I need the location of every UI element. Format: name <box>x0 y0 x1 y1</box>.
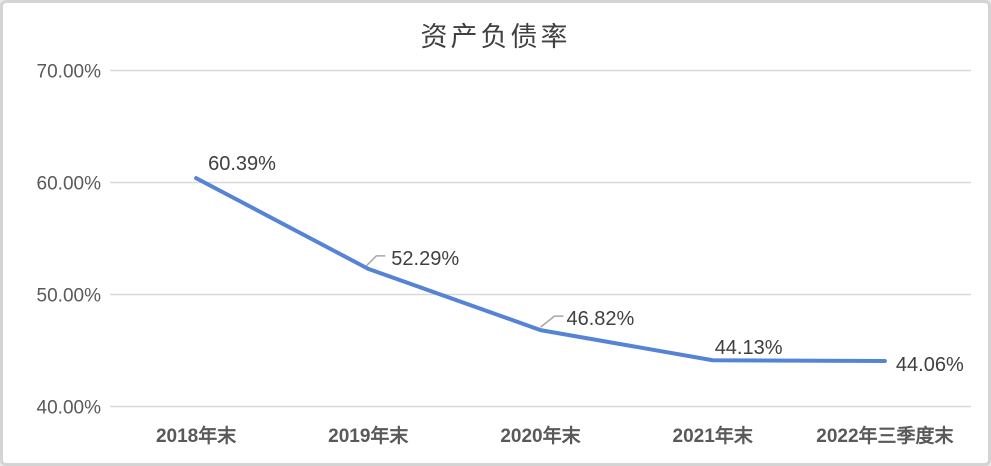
x-axis-tick-label: 2021年末 <box>673 424 754 447</box>
y-axis-tick-label: 50.00% <box>37 286 102 307</box>
chart-title: 资产负债率 <box>420 22 571 52</box>
line-chart: 70.00% 60.00% 50.00% 40.00% 2018年末 2019年末 2020… <box>37 62 971 447</box>
x-axis-tick-label: 2018年末 <box>156 424 237 447</box>
y-axis-tick-label: 40.00% <box>37 398 102 419</box>
data-label: 60.39% <box>208 153 276 175</box>
x-axis-tick-label: 2019年末 <box>328 424 409 447</box>
x-axis-tick-label: 2020年末 <box>500 424 581 447</box>
data-label-leader-line <box>365 255 386 267</box>
data-label: 44.13% <box>715 337 783 359</box>
data-label: 52.29% <box>391 248 459 270</box>
y-axis-tick-label: 70.00% <box>37 62 102 83</box>
series-line <box>194 176 887 364</box>
data-label: 44.06% <box>896 354 964 376</box>
x-axis-tick-label: 2022年三季度末 <box>816 424 954 447</box>
data-label-leader-line <box>540 315 564 328</box>
y-axis-tick-label: 60.00% <box>37 174 102 195</box>
data-label: 46.82% <box>567 308 635 330</box>
